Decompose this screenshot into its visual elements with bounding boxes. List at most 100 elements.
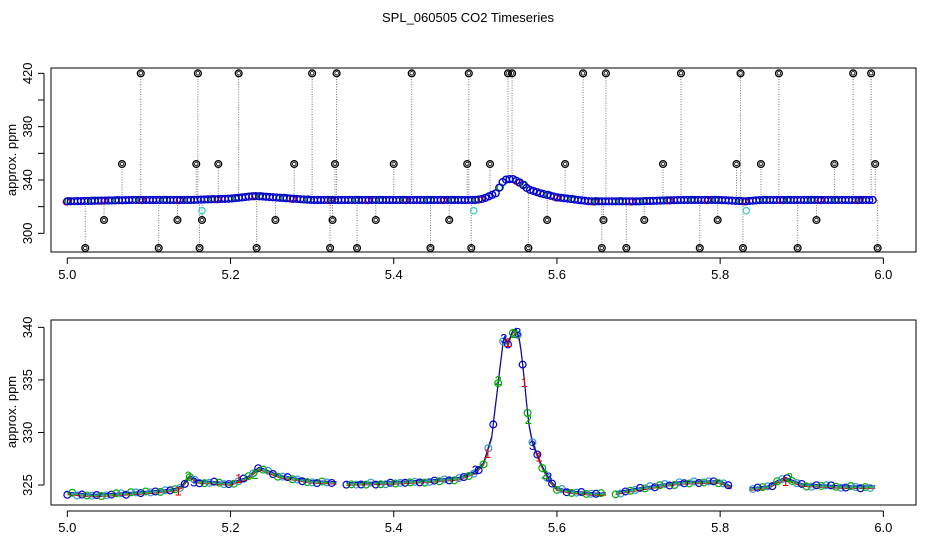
outlier-point bbox=[774, 69, 783, 78]
sample-point bbox=[650, 483, 659, 492]
sample-point bbox=[313, 479, 322, 488]
sample-point bbox=[136, 489, 145, 498]
outlier-point bbox=[117, 159, 127, 169]
sample-point bbox=[151, 487, 160, 496]
outlier-point bbox=[736, 69, 745, 78]
bottom-x-tick-label: 5.0 bbox=[58, 520, 76, 535]
sample-point bbox=[220, 480, 229, 489]
outlier-point bbox=[830, 159, 839, 169]
baseline-point bbox=[868, 195, 877, 205]
sample-point bbox=[675, 478, 684, 487]
outlier-point bbox=[640, 215, 649, 225]
sample-point bbox=[753, 483, 762, 492]
sample-point bbox=[78, 490, 87, 499]
highlight-point bbox=[198, 206, 206, 215]
series-marker-2: 2 bbox=[251, 467, 258, 482]
sample-point bbox=[450, 476, 459, 485]
outlier-point-core bbox=[466, 71, 472, 76]
sample-point bbox=[239, 474, 248, 483]
outlier-point bbox=[407, 69, 416, 78]
outlier-point bbox=[543, 215, 552, 225]
sample-point bbox=[146, 488, 155, 497]
sample-point bbox=[435, 477, 444, 486]
outlier-point bbox=[756, 159, 766, 169]
outlier-point bbox=[352, 243, 362, 253]
sample-point bbox=[856, 484, 865, 493]
sample-point bbox=[401, 478, 410, 487]
series-marker-3: 3 bbox=[500, 331, 507, 346]
outlier-point bbox=[214, 159, 223, 169]
outlier-point-core bbox=[624, 245, 629, 251]
series-marker-1: 1 bbox=[504, 335, 511, 350]
sample-point bbox=[641, 484, 650, 493]
sample-point bbox=[386, 478, 395, 487]
outlier-point bbox=[503, 69, 513, 78]
sample-point bbox=[572, 488, 581, 497]
outlier-point bbox=[389, 159, 398, 169]
bottom-y-tick-label: 335 bbox=[20, 369, 35, 391]
outlier-point bbox=[812, 215, 821, 225]
outlier-point bbox=[871, 159, 880, 169]
sample-point bbox=[714, 479, 723, 488]
sample-point bbox=[215, 478, 224, 487]
outlier-point bbox=[154, 243, 163, 253]
outlier-point-core bbox=[373, 217, 378, 223]
outlier-point bbox=[308, 69, 317, 78]
series-marker-2: 2 bbox=[541, 467, 548, 482]
sample-point bbox=[626, 486, 635, 495]
outlier-point bbox=[508, 69, 517, 78]
sample-point bbox=[817, 481, 826, 490]
sample-point bbox=[807, 482, 816, 491]
bottom-plot-frame bbox=[50, 319, 917, 506]
sample-point bbox=[288, 475, 297, 484]
top-x-axis: 5.0 5.2 5.4 5.6 5.8 6.0 bbox=[58, 257, 892, 282]
series-marker-1: 1 bbox=[235, 471, 242, 486]
outlier-point-core bbox=[868, 71, 874, 76]
outlier-point bbox=[136, 69, 145, 78]
outlier-point bbox=[579, 69, 588, 78]
sample-point bbox=[827, 481, 836, 490]
sample-point bbox=[425, 477, 434, 486]
sample-point bbox=[518, 360, 527, 369]
sample-point bbox=[293, 475, 302, 484]
series-marker-1: 1 bbox=[535, 450, 542, 465]
sample-point bbox=[430, 476, 439, 485]
sample-point bbox=[322, 478, 331, 487]
outlier-point bbox=[601, 69, 610, 78]
outlier-point bbox=[695, 243, 704, 253]
sample-point bbox=[224, 480, 233, 489]
outlier-point bbox=[849, 69, 858, 78]
sample-point bbox=[317, 477, 326, 486]
sample-point bbox=[102, 491, 111, 500]
bottom-y-tick-label: 340 bbox=[20, 317, 35, 339]
sample-point bbox=[665, 481, 674, 490]
series-marker-2: 2 bbox=[511, 326, 518, 341]
outlier-point-core bbox=[354, 245, 360, 251]
outlier-point bbox=[271, 215, 280, 225]
sample-point bbox=[680, 479, 689, 488]
sample-point bbox=[381, 480, 390, 489]
sample-point bbox=[195, 479, 204, 488]
sample-point bbox=[636, 483, 645, 492]
top-x-tick-label: 5.4 bbox=[385, 267, 403, 282]
series-marker-1: 1 bbox=[484, 446, 491, 461]
sample-point bbox=[597, 489, 606, 498]
outlier-point-core bbox=[194, 161, 199, 167]
sample-point bbox=[131, 488, 140, 497]
highlight-point bbox=[742, 206, 751, 215]
outlier-point-core bbox=[469, 245, 474, 251]
series-marker-3: 3 bbox=[514, 325, 521, 340]
outlier-point-core bbox=[832, 161, 837, 167]
sample-point bbox=[694, 479, 703, 488]
outlier-point bbox=[713, 215, 722, 225]
top-y-tick-label: 300 bbox=[20, 222, 35, 244]
sample-point bbox=[298, 477, 307, 486]
outlier-point-core bbox=[216, 161, 221, 167]
sample-point bbox=[685, 479, 694, 488]
sample-point bbox=[567, 488, 576, 497]
outlier-point-core bbox=[464, 161, 470, 167]
sample-point bbox=[489, 420, 498, 429]
bottom-x-tick-label: 5.4 bbox=[385, 520, 403, 535]
outlier-point-core bbox=[332, 161, 338, 167]
outlier-point-core bbox=[197, 245, 202, 251]
